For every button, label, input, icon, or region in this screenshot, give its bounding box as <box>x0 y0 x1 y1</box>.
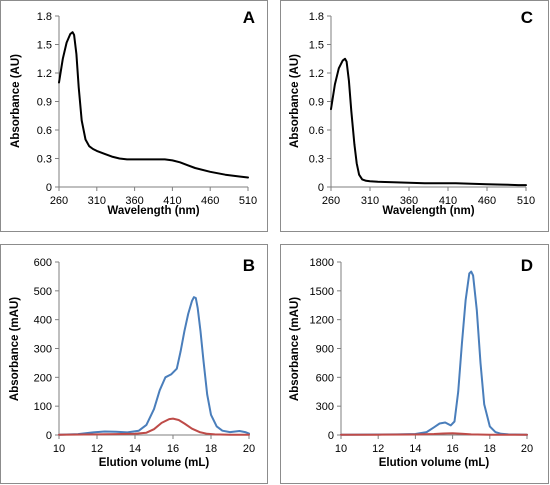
panel-c-y-tick-label: 0.9 <box>309 97 324 109</box>
panel-b-y-axis-title: Absorbance (mAU) <box>9 297 21 401</box>
panel-a-y-tick-label: 0.6 <box>37 125 52 137</box>
panel-b-series-line-1 <box>58 296 250 436</box>
panel-c-x-tick-label: 260 <box>322 195 340 207</box>
panel-d-y-axis-title: Absorbance (mAU) <box>289 297 301 401</box>
panel-c-y-tick-label: 1.5 <box>309 40 324 52</box>
panel-b-series-line-2 <box>58 417 250 436</box>
panel-b-x-tick-label: 10 <box>53 443 65 455</box>
panel-d-series-line-1 <box>340 270 528 436</box>
panel-c-y-tick-label: 0.3 <box>309 154 324 166</box>
panel-d-x-tick-label: 14 <box>409 443 421 455</box>
panel-a-y-tick-label: 0.9 <box>37 97 52 109</box>
panel-d-y-tick-label: 600 <box>316 372 334 384</box>
panel-d-x-tick-label: 20 <box>521 443 533 455</box>
panel-c-label: C <box>521 8 533 27</box>
panel-a-series-line-1 <box>58 31 249 179</box>
panel-d-y-tick-label: 0 <box>328 430 334 442</box>
panel-c-series-line-1 <box>330 57 527 187</box>
panel-c-x-tick-label: 360 <box>400 195 418 207</box>
panel-b-y-tick-label: 200 <box>34 372 52 384</box>
panel-b-y-tick-label: 300 <box>34 344 52 356</box>
panel-c-y-axis-title: Absorbance (AU) <box>289 54 301 148</box>
panel-a-y-tick-label: 0 <box>46 182 52 194</box>
chart-panel-d: 0 300 600 900 1200 1500 1800 10 12 14 16 18 20 Elutio… <box>289 256 533 469</box>
panel-b-label: B <box>243 256 255 275</box>
chart-panel-c: 0 0.3 0.6 0.9 1.2 1.5 1.8 260 310 360 410 460 510 Wav… <box>289 8 535 217</box>
panel-d-y-tick-label: 300 <box>316 401 334 413</box>
panel-c-y-tick-label: 1.8 <box>309 11 324 23</box>
panel-c-y-tick-label: 0 <box>318 182 324 194</box>
panel-c-x-tick-label: 460 <box>478 195 496 207</box>
panel-b-y-tick-label: 500 <box>34 286 52 298</box>
panel-d-x-tick-label: 10 <box>335 443 347 455</box>
panel-b-x-tick-label: 18 <box>205 443 217 455</box>
panel-frame-d <box>280 244 549 484</box>
panel-c-x-tick-label: 410 <box>439 195 457 207</box>
panel-c-x-axis-title: Wavelength (nm) <box>382 205 474 217</box>
panel-a-x-tick-label: 510 <box>239 195 257 207</box>
panel-frame-a <box>0 0 268 232</box>
panel-c-x-tick-label: 310 <box>361 195 379 207</box>
panel-c-y-tick-label: 0.6 <box>309 125 324 137</box>
panel-b-x-tick-label: 20 <box>243 443 255 455</box>
panel-b-x-tick-label: 14 <box>129 443 141 455</box>
panel-d-x-tick-label: 12 <box>372 443 384 455</box>
panel-a-y-tick-label: 1.2 <box>37 68 52 80</box>
panel-a-y-axis-title: Absorbance (AU) <box>10 54 22 148</box>
panel-d-y-tick-label: 1200 <box>310 315 334 327</box>
panel-b-x-tick-label: 16 <box>167 443 179 455</box>
panel-a-x-tick-label: 410 <box>163 195 181 207</box>
panel-d-x-tick-label: 16 <box>446 443 458 455</box>
panel-a-x-tick-label: 260 <box>50 195 68 207</box>
panel-b-y-tick-label: 400 <box>34 315 52 327</box>
panel-d-series-line-2 <box>340 432 528 436</box>
panel-frame-b <box>0 244 268 484</box>
panel-a-x-tick-label: 360 <box>125 195 143 207</box>
chart-panel-a: 0 0.3 0.6 0.9 1.2 1.5 1.8 260 310 360 410 460 510 Wav… <box>10 8 257 217</box>
panel-a-y-tick-label: 1.8 <box>37 11 52 23</box>
panel-b-x-axis-title: Elution volume (mL) <box>99 457 210 469</box>
panel-b-y-tick-label: 0 <box>46 430 52 442</box>
panel-frame-c <box>280 0 549 232</box>
panel-b-y-tick-label: 600 <box>34 257 52 269</box>
chart-panel-b: 0 100 200 300 400 500 600 10 12 14 16 18 20 Elution v… <box>9 256 255 469</box>
panel-c-x-tick-label: 510 <box>517 195 535 207</box>
panel-a-y-tick-label: 0.3 <box>37 154 52 166</box>
panel-d-label: D <box>521 256 533 275</box>
panel-a-x-axis-title: Wavelength (nm) <box>107 205 199 217</box>
panel-d-y-tick-label: 1800 <box>310 257 334 269</box>
panel-d-y-tick-label: 900 <box>316 344 334 356</box>
panel-a-label: A <box>243 8 255 27</box>
panel-d-y-tick-label: 1500 <box>310 286 334 298</box>
panel-b-y-tick-label: 100 <box>34 401 52 413</box>
panel-c-y-tick-label: 1.2 <box>309 68 324 80</box>
panel-a-x-tick-label: 310 <box>88 195 106 207</box>
panel-a-y-tick-label: 1.5 <box>37 40 52 52</box>
panel-b-x-tick-label: 12 <box>91 443 103 455</box>
panel-d-x-axis-title: Elution volume (mL) <box>379 457 490 469</box>
panel-d-x-tick-label: 18 <box>484 443 496 455</box>
panel-a-x-tick-label: 460 <box>201 195 219 207</box>
